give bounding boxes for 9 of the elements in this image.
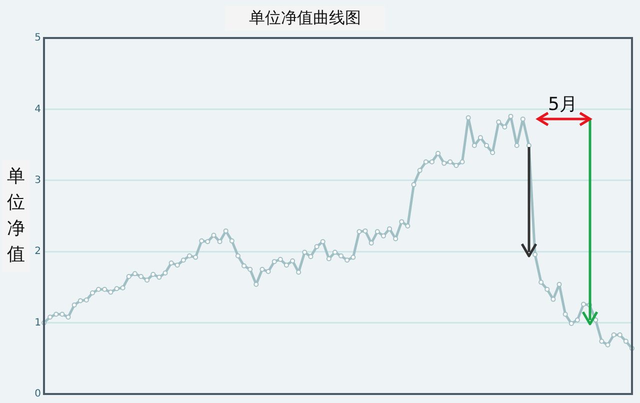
y-tick-label: 0: [34, 388, 41, 400]
chart-title: 单位净值曲线图: [225, 6, 385, 31]
y-tick-label: 5: [34, 32, 41, 44]
y-tick-label: 2: [34, 246, 41, 258]
y-tick-label: 4: [34, 104, 41, 115]
y-axis-title: 单位净值: [2, 160, 30, 272]
y-tick-label: 1: [34, 317, 41, 328]
annotation: 5月: [548, 93, 578, 116]
y-tick-label: 3: [34, 174, 41, 186]
